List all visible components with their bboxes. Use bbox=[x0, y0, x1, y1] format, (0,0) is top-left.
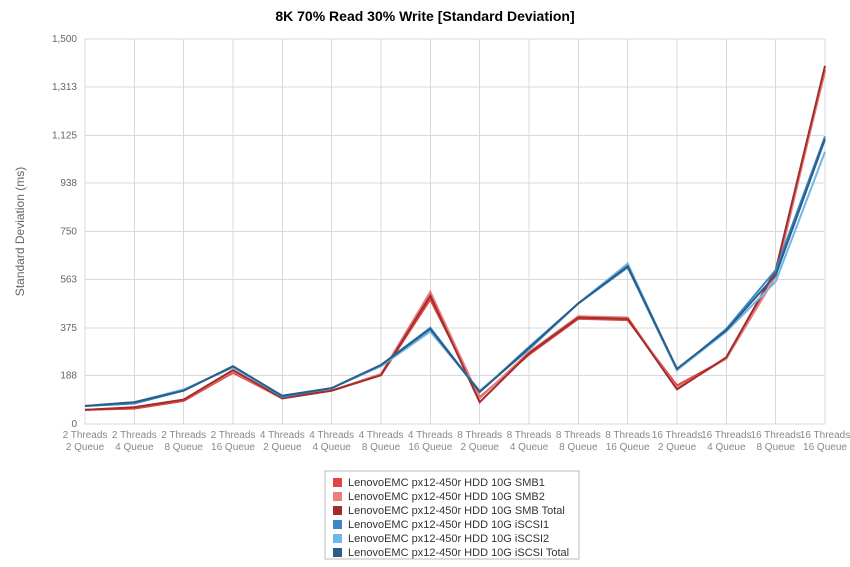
x-tick-label: 8 Threads2 Queue bbox=[457, 430, 502, 453]
x-tick-label: 16 Threads2 Queue bbox=[652, 430, 702, 453]
y-tick-label: 188 bbox=[60, 371, 77, 382]
legend-swatch bbox=[333, 520, 342, 529]
legend-swatch bbox=[333, 548, 342, 557]
legend-label: LenovoEMC px12-450r HDD 10G iSCSI2 bbox=[348, 533, 549, 545]
x-tick-label: 4 Threads4 Queue bbox=[309, 430, 354, 453]
legend: LenovoEMC px12-450r HDD 10G SMB1 LenovoEM… bbox=[325, 471, 579, 559]
x-tick-label: 2 Threads4 Queue bbox=[112, 430, 157, 453]
y-tick-label: 750 bbox=[60, 227, 77, 238]
y-tick-label: 1,125 bbox=[52, 130, 77, 141]
y-tick-label: 938 bbox=[60, 178, 77, 189]
legend-swatch bbox=[333, 534, 342, 543]
legend-swatch bbox=[333, 478, 342, 487]
y-axis-label: Standard Deviation (ms) bbox=[13, 167, 27, 296]
x-tick-label: 4 Threads16 Queue bbox=[408, 430, 453, 453]
y-tick-label: 375 bbox=[60, 323, 77, 334]
x-tick-label: 4 Threads2 Queue bbox=[260, 430, 305, 453]
y-tick-label: 1,500 bbox=[52, 34, 77, 45]
x-tick-label: 16 Threads8 Queue bbox=[750, 430, 800, 453]
x-tick-label: 8 Threads16 Queue bbox=[605, 430, 650, 453]
series-line bbox=[85, 152, 825, 406]
x-tick-label: 16 Threads4 Queue bbox=[701, 430, 751, 453]
legend-swatch bbox=[333, 492, 342, 501]
legend-label: LenovoEMC px12-450r HDD 10G SMB1 bbox=[348, 477, 545, 489]
legend-label: LenovoEMC px12-450r HDD 10G iSCSI1 bbox=[348, 519, 549, 531]
legend-label: LenovoEMC px12-450r HDD 10G iSCSI Total bbox=[348, 547, 569, 559]
legend-swatch bbox=[333, 506, 342, 515]
x-tick-label: 8 Threads4 Queue bbox=[507, 430, 552, 453]
x-tick-label: 4 Threads8 Queue bbox=[359, 430, 404, 453]
chart-container: 8K 70% Read 30% Write [Standard Deviatio… bbox=[0, 0, 850, 567]
x-tick-label: 2 Threads16 Queue bbox=[211, 430, 256, 453]
chart-svg: 0 188 375 563 750 938 1,125 1,313 1,500 Standard … bbox=[0, 24, 850, 561]
y-tick-label: 0 bbox=[71, 419, 77, 430]
x-tick-label: 8 Threads8 Queue bbox=[556, 430, 601, 453]
x-tick-label: 2 Threads8 Queue bbox=[161, 430, 206, 453]
legend-label: LenovoEMC px12-450r HDD 10G SMB2 bbox=[348, 491, 545, 503]
chart-title: 8K 70% Read 30% Write [Standard Deviatio… bbox=[0, 0, 850, 24]
y-tick-label: 1,313 bbox=[52, 82, 77, 93]
y-tick-label: 563 bbox=[60, 274, 77, 285]
x-tick-label: 16 Threads16 Queue bbox=[800, 430, 850, 453]
legend-label: LenovoEMC px12-450r HDD 10G SMB Total bbox=[348, 505, 565, 517]
x-tick-label: 2 Threads2 Queue bbox=[63, 430, 108, 453]
